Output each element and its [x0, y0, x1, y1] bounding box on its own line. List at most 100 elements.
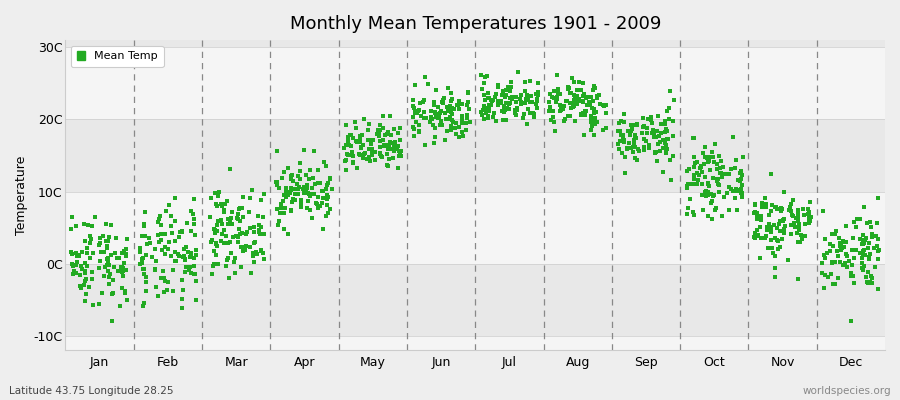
Point — [187, 196, 202, 202]
Point — [768, 235, 782, 241]
Point — [475, 107, 490, 113]
Point — [93, 239, 107, 246]
Point — [92, 264, 106, 271]
Point — [868, 264, 882, 270]
Point — [547, 119, 562, 126]
Point — [176, 287, 190, 293]
Point — [582, 101, 597, 108]
Point — [612, 120, 626, 126]
Point — [782, 204, 796, 210]
Point — [279, 188, 293, 195]
Point — [626, 137, 641, 143]
Point — [428, 109, 443, 116]
Point — [115, 273, 130, 279]
Point — [867, 244, 881, 251]
Point — [284, 206, 298, 213]
Point — [119, 251, 133, 258]
Point — [423, 119, 437, 126]
Point — [292, 176, 307, 182]
Point — [381, 146, 395, 152]
Point — [168, 249, 183, 255]
Point — [718, 171, 733, 177]
Point — [759, 204, 773, 210]
Point — [309, 200, 323, 206]
Point — [789, 230, 804, 236]
Point — [662, 105, 677, 111]
Point — [521, 106, 535, 112]
Point — [302, 192, 317, 199]
Point — [752, 224, 767, 230]
Point — [547, 127, 562, 134]
Point — [587, 132, 601, 138]
Point — [300, 184, 314, 191]
Point — [855, 260, 869, 266]
Point — [250, 251, 265, 257]
Point — [235, 230, 249, 236]
Point — [614, 132, 628, 138]
Point — [114, 249, 129, 256]
Point — [579, 94, 593, 101]
Point — [764, 228, 778, 235]
Point — [292, 184, 307, 190]
Point — [643, 145, 657, 151]
Point — [544, 104, 558, 110]
Point — [482, 95, 496, 101]
Point — [802, 212, 816, 218]
Point — [583, 126, 598, 133]
Point — [653, 138, 668, 145]
Point — [207, 261, 221, 267]
Point — [546, 114, 561, 120]
Point — [85, 223, 99, 230]
Point — [438, 110, 453, 116]
Point — [176, 252, 191, 259]
Point — [551, 90, 565, 96]
Point — [270, 182, 284, 188]
Point — [276, 225, 291, 232]
Point — [178, 263, 193, 270]
Point — [418, 115, 433, 121]
Point — [248, 240, 262, 246]
Point — [279, 194, 293, 200]
Point — [790, 209, 805, 216]
Point — [461, 90, 475, 96]
Point — [189, 247, 203, 253]
Point — [728, 165, 742, 172]
Point — [285, 199, 300, 206]
Point — [824, 231, 839, 237]
Point — [154, 247, 168, 254]
Point — [142, 235, 157, 242]
Point — [299, 187, 313, 193]
Point — [706, 192, 721, 198]
Point — [270, 222, 284, 228]
Point — [861, 268, 876, 275]
Point — [392, 125, 407, 131]
Point — [431, 115, 446, 122]
Point — [720, 190, 734, 196]
Point — [257, 256, 272, 262]
Point — [256, 191, 271, 198]
Point — [734, 168, 748, 174]
Point — [616, 133, 630, 140]
Point — [750, 226, 764, 233]
Point — [207, 230, 221, 236]
Point — [407, 133, 421, 139]
Point — [362, 121, 376, 128]
Point — [597, 103, 611, 110]
Point — [102, 234, 116, 240]
Text: Latitude 43.75 Longitude 28.25: Latitude 43.75 Longitude 28.25 — [9, 386, 174, 396]
Point — [697, 150, 711, 156]
Point — [480, 107, 494, 114]
Point — [164, 213, 178, 220]
Point — [836, 262, 850, 268]
Point — [832, 235, 846, 242]
Point — [186, 263, 201, 269]
Point — [100, 245, 114, 252]
Point — [312, 203, 327, 209]
Point — [428, 125, 442, 131]
Point — [159, 208, 174, 214]
Point — [103, 271, 117, 277]
Bar — [66, 192, 885, 264]
Point — [355, 131, 369, 138]
Point — [709, 160, 724, 167]
Point — [627, 155, 642, 162]
